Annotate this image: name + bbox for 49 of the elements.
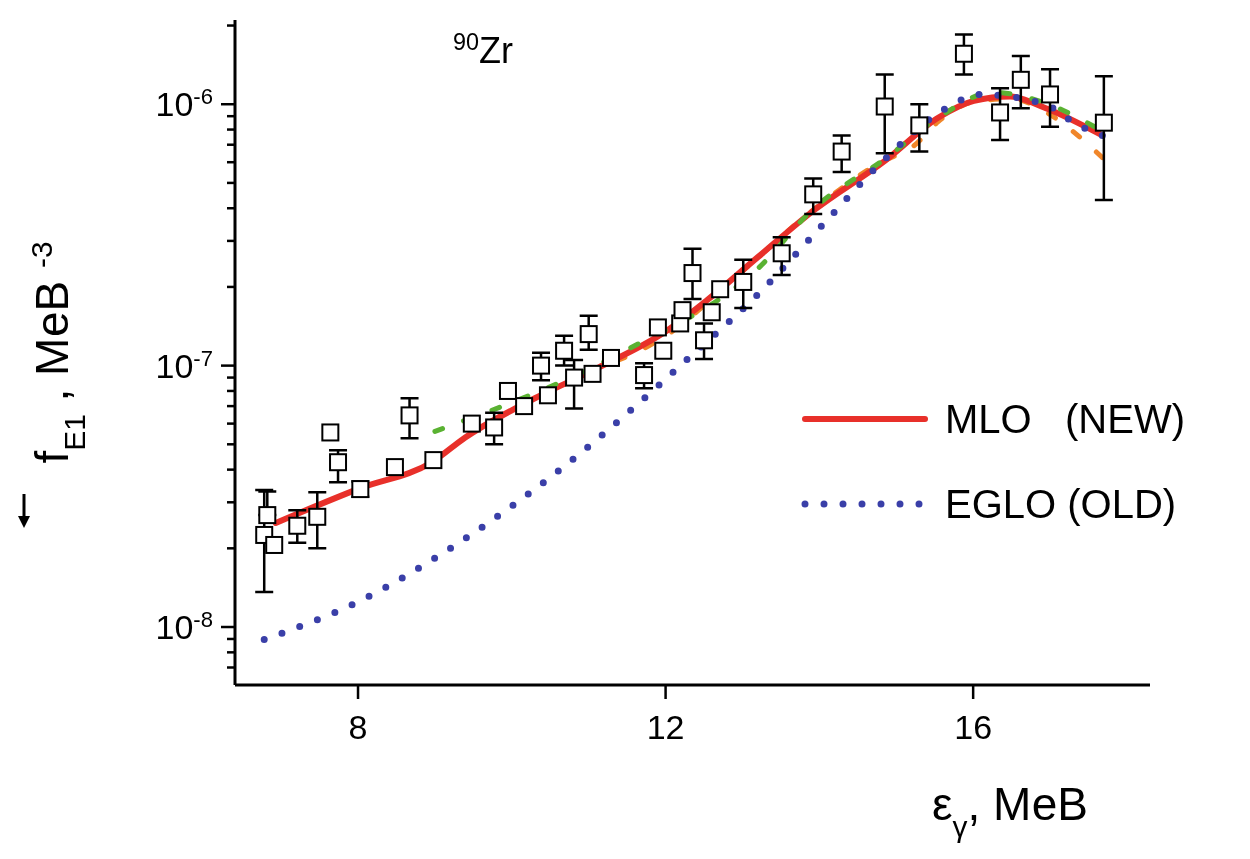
point <box>772 244 791 263</box>
x-tick-label: 8 <box>348 708 368 746</box>
point <box>498 381 517 400</box>
x-tick-label: 16 <box>954 708 993 746</box>
point <box>734 272 753 291</box>
point <box>565 368 584 387</box>
x-tick-label: 12 <box>646 708 685 746</box>
point <box>702 303 721 322</box>
point <box>910 116 929 135</box>
point <box>329 453 348 472</box>
y-tick-label: 10$^{-6}$ <box>155 83 213 124</box>
point <box>532 356 551 375</box>
point <box>400 406 419 425</box>
y-tick-label: 10$^{-8}$ <box>155 606 213 647</box>
point <box>321 423 340 442</box>
point <box>424 451 443 470</box>
point <box>308 507 327 526</box>
point <box>695 331 714 350</box>
point <box>832 142 851 161</box>
point <box>1011 70 1030 89</box>
point <box>265 535 284 554</box>
point <box>288 516 307 535</box>
point <box>258 506 277 525</box>
point <box>385 458 404 477</box>
point <box>654 341 673 360</box>
point <box>991 103 1010 122</box>
point <box>648 318 667 337</box>
point <box>485 418 504 437</box>
point <box>954 44 973 63</box>
point <box>462 414 481 433</box>
point <box>673 301 692 320</box>
point <box>875 97 894 116</box>
point <box>804 185 823 204</box>
annotation: $^{90}$Zr <box>452 29 514 71</box>
point <box>635 366 654 385</box>
point <box>602 348 620 367</box>
point <box>1041 85 1060 104</box>
point <box>538 386 557 405</box>
point <box>579 325 598 344</box>
y-tick-label: 10$^{-7}$ <box>155 345 213 385</box>
point <box>683 264 702 283</box>
legend-label: MLO (NEW) <box>945 397 1185 441</box>
point <box>583 364 602 383</box>
point <box>515 397 534 416</box>
legend-label: EGLO (OLD) <box>945 482 1177 526</box>
point <box>1094 113 1113 132</box>
point <box>555 341 574 360</box>
point <box>711 280 730 299</box>
x-axis-title: ε$_{γ}$, МеВ <box>931 778 1089 843</box>
